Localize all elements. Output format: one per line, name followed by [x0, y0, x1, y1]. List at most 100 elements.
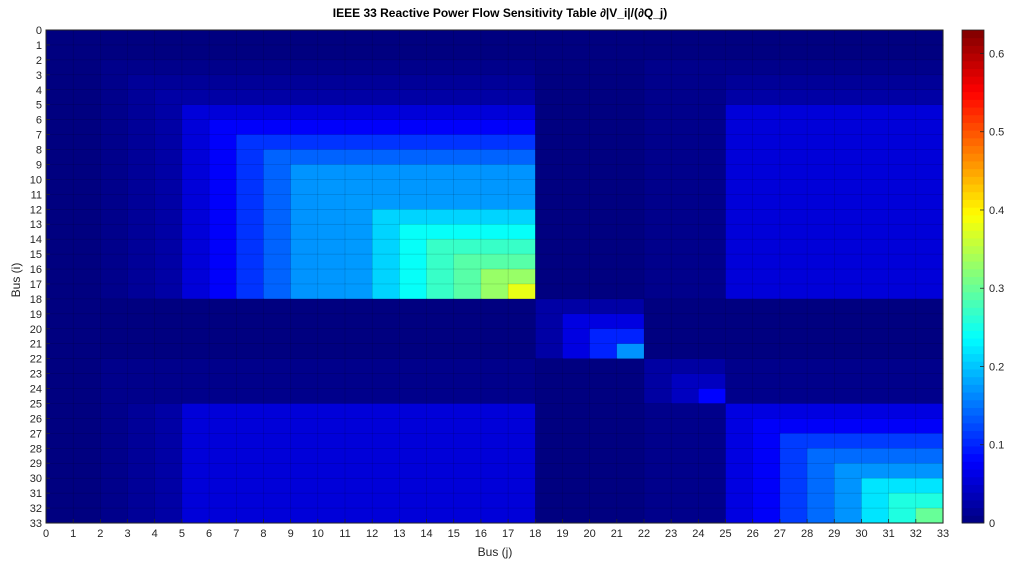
heatmap-cell — [562, 253, 591, 270]
heatmap-cell — [208, 59, 237, 76]
heatmap-cell — [127, 358, 156, 375]
heatmap-cell — [752, 164, 781, 181]
heatmap-cell — [290, 403, 319, 420]
heatmap-cell — [127, 253, 156, 270]
colorbar-segment — [962, 499, 984, 509]
heatmap-cell — [45, 238, 74, 255]
heatmap-cell — [371, 313, 401, 330]
x-tick-label: 19 — [556, 528, 568, 540]
heatmap-cell — [127, 104, 156, 121]
colorbar-segment — [962, 261, 984, 270]
heatmap-cell — [616, 418, 645, 435]
heatmap-cell — [426, 238, 455, 255]
heatmap-cell — [72, 403, 102, 420]
colorbar-tick-label: 0.1 — [989, 440, 1004, 452]
heatmap-cell — [236, 238, 265, 255]
heatmap-cell — [480, 238, 509, 255]
heatmap-cell — [698, 29, 727, 46]
heatmap-cell — [127, 268, 156, 285]
heatmap-cell — [779, 134, 808, 151]
heatmap-cell — [888, 253, 917, 270]
heatmap-cell — [181, 29, 210, 46]
heatmap-cell — [643, 507, 672, 524]
heatmap-cell — [72, 477, 102, 494]
heatmap-cell — [779, 223, 808, 240]
heatmap-cell — [290, 388, 319, 405]
heatmap-cell — [263, 373, 292, 390]
heatmap-cell — [834, 418, 863, 435]
heatmap-cell — [72, 149, 102, 166]
colorbar-segment — [962, 445, 984, 455]
y-tick-label: 25 — [30, 398, 42, 410]
heatmap-cell — [643, 134, 672, 151]
heatmap-cell — [806, 238, 835, 255]
heatmap-cell — [317, 298, 346, 315]
heatmap-cell — [399, 492, 428, 509]
heatmap-cell — [100, 388, 129, 405]
heatmap-cell — [480, 194, 509, 210]
heatmap-cell — [127, 74, 156, 91]
heatmap-cell — [698, 313, 727, 330]
heatmap-cell — [535, 44, 564, 61]
heatmap-cell — [426, 134, 455, 151]
heatmap-cell — [725, 358, 754, 375]
heatmap-cell — [100, 373, 129, 390]
y-tick-label: 23 — [30, 369, 42, 381]
x-tick-label: 10 — [312, 528, 324, 540]
colorbar-segment — [962, 30, 984, 39]
heatmap-cell — [399, 268, 428, 285]
y-tick-label: 4 — [36, 85, 42, 97]
heatmap-cell — [371, 89, 401, 106]
y-tick-label: 8 — [36, 145, 42, 157]
heatmap-cell — [480, 462, 509, 479]
heatmap-cell — [616, 283, 645, 300]
heatmap-cell — [752, 104, 781, 121]
colorbar-tick-label: 0.3 — [989, 283, 1004, 295]
heatmap-cell — [208, 119, 237, 136]
heatmap-cell — [779, 373, 808, 390]
heatmap-cell — [426, 462, 455, 479]
heatmap-cell — [399, 358, 428, 375]
heatmap-cell — [670, 29, 700, 46]
heatmap-cell — [236, 104, 265, 121]
heatmap-cell — [698, 403, 727, 420]
heatmap-cell — [507, 164, 536, 181]
heatmap-cell — [562, 268, 591, 285]
heatmap-cell — [643, 343, 672, 360]
colorbar-segment — [962, 399, 984, 408]
heatmap-cell — [834, 238, 863, 255]
heatmap-cell — [752, 403, 781, 420]
heatmap-cell — [100, 358, 129, 375]
heatmap-cell — [806, 59, 835, 76]
heatmap-cell — [752, 44, 781, 61]
heatmap-cell — [480, 388, 509, 405]
heatmap-cell — [752, 358, 781, 375]
heatmap-cell — [263, 448, 292, 464]
heatmap-cell — [861, 164, 890, 181]
heatmap-cell — [290, 89, 319, 106]
heatmap-cell — [181, 298, 210, 315]
heatmap-cell — [72, 119, 102, 136]
heatmap-cell — [208, 149, 237, 166]
heatmap-cell — [752, 477, 781, 494]
heatmap-cell — [45, 462, 74, 479]
x-tick-label: 29 — [828, 528, 840, 540]
heatmap-cell — [45, 328, 74, 345]
heatmap-cell — [72, 283, 102, 300]
heatmap-cell — [861, 507, 890, 524]
heatmap-cell — [507, 477, 536, 494]
heatmap-cell — [535, 164, 564, 181]
heatmap-cell — [236, 253, 265, 270]
heatmap-cell — [779, 119, 808, 136]
heatmap-cell — [507, 268, 536, 285]
heatmap-cell — [236, 433, 265, 449]
heatmap-cell — [806, 253, 835, 270]
heatmap-cell — [290, 418, 319, 435]
heatmap-cell — [535, 268, 564, 285]
heatmap-cell — [72, 59, 102, 76]
heatmap-cell — [399, 119, 428, 136]
heatmap-cell — [127, 134, 156, 151]
heatmap-cell — [453, 462, 482, 479]
heatmap-cell — [290, 59, 319, 76]
heatmap-cell — [399, 223, 428, 240]
